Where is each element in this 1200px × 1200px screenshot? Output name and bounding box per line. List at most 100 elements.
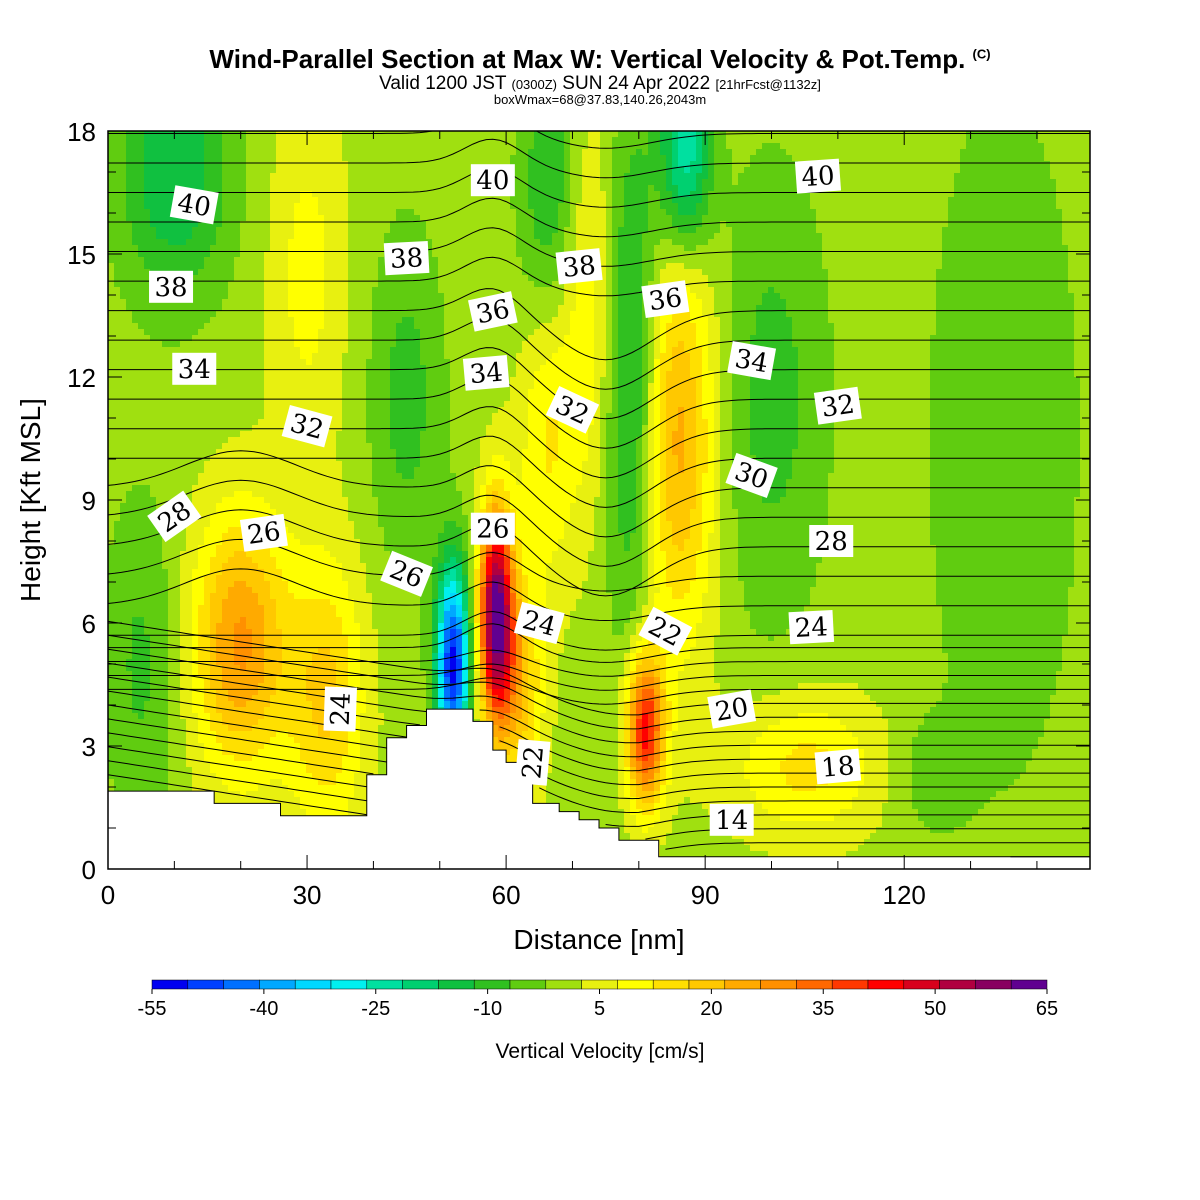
field-cell — [186, 635, 193, 642]
field-cell — [138, 191, 145, 198]
field-cell — [132, 497, 139, 504]
field-cell — [216, 233, 223, 240]
field-cell — [234, 521, 241, 528]
field-cell — [246, 413, 253, 420]
field-cell — [336, 407, 343, 414]
field-cell — [318, 197, 325, 204]
field-cell — [312, 173, 319, 180]
field-cell — [234, 329, 241, 336]
field-cell — [114, 461, 121, 468]
field-cell — [222, 179, 229, 186]
field-cell — [228, 725, 235, 732]
field-cell — [342, 299, 349, 306]
field-cell — [264, 503, 271, 510]
field-cell — [330, 557, 337, 564]
field-cell — [240, 677, 247, 684]
field-cell — [348, 281, 355, 288]
field-cell — [246, 719, 253, 726]
field-cell — [306, 797, 313, 804]
field-cell — [180, 263, 187, 270]
field-cell — [156, 245, 163, 252]
field-cell — [276, 797, 283, 804]
field-cell — [318, 161, 325, 168]
field-cell — [180, 317, 187, 324]
field-cell — [210, 641, 217, 648]
field-cell — [312, 635, 319, 642]
field-cell — [144, 203, 151, 210]
field-cell — [312, 707, 319, 714]
field-cell — [282, 617, 289, 624]
field-cell — [234, 491, 241, 498]
field-cell — [246, 365, 253, 372]
field-cell — [300, 155, 307, 162]
field-cell — [162, 329, 169, 336]
field-cell — [204, 629, 211, 636]
field-cell — [276, 155, 283, 162]
field-cell — [108, 281, 115, 288]
field-cell — [324, 227, 331, 234]
field-cell — [234, 215, 241, 222]
field-cell — [180, 173, 187, 180]
field-cell — [264, 335, 271, 342]
field-cell — [342, 227, 349, 234]
field-cell — [144, 149, 151, 156]
field-cell — [216, 389, 223, 396]
field-cell — [252, 209, 259, 216]
field-cell — [114, 209, 121, 216]
field-cell — [312, 197, 319, 204]
field-cell — [258, 497, 265, 504]
field-cell — [174, 725, 181, 732]
field-cell — [348, 203, 355, 210]
field-cell — [282, 473, 289, 480]
field-cell — [132, 269, 139, 276]
field-cell — [318, 461, 325, 468]
field-cell — [228, 533, 235, 540]
field-cell — [300, 587, 307, 594]
field-cell — [330, 245, 337, 252]
field-cell — [234, 155, 241, 162]
field-cell — [186, 437, 193, 444]
field-cell — [222, 353, 229, 360]
field-cell — [246, 359, 253, 366]
field-cell — [108, 557, 115, 564]
field-cell — [162, 773, 169, 780]
field-cell — [318, 797, 325, 804]
field-cell — [234, 167, 241, 174]
field-cell — [108, 587, 115, 594]
field-cell — [330, 611, 337, 618]
field-cell — [150, 191, 157, 198]
field-cell — [198, 605, 205, 612]
field-cell — [234, 731, 241, 738]
field-cell — [228, 449, 235, 456]
field-cell — [300, 281, 307, 288]
field-cell — [276, 737, 283, 744]
field-cell — [174, 233, 181, 240]
field-cell — [150, 773, 157, 780]
field-cell — [234, 137, 241, 144]
field-cell — [300, 161, 307, 168]
field-cell — [228, 155, 235, 162]
field-cell — [192, 605, 199, 612]
field-cell — [288, 473, 295, 480]
field-cell — [270, 629, 277, 636]
field-cell — [282, 389, 289, 396]
field-cell — [294, 173, 301, 180]
field-cell — [330, 539, 337, 546]
field-cell — [120, 557, 127, 564]
field-cell — [108, 725, 115, 732]
field-cell — [174, 137, 181, 144]
field-cell — [108, 131, 115, 138]
field-cell — [294, 377, 301, 384]
field-cell — [342, 377, 349, 384]
field-cell — [198, 539, 205, 546]
field-cell — [108, 473, 115, 480]
field-cell — [126, 245, 133, 252]
field-cell — [312, 551, 319, 558]
field-cell — [300, 401, 307, 408]
field-cell — [138, 257, 145, 264]
field-cell — [342, 233, 349, 240]
field-cell — [264, 557, 271, 564]
field-cell — [258, 209, 265, 216]
field-cell — [114, 149, 121, 156]
field-cell — [156, 479, 163, 486]
